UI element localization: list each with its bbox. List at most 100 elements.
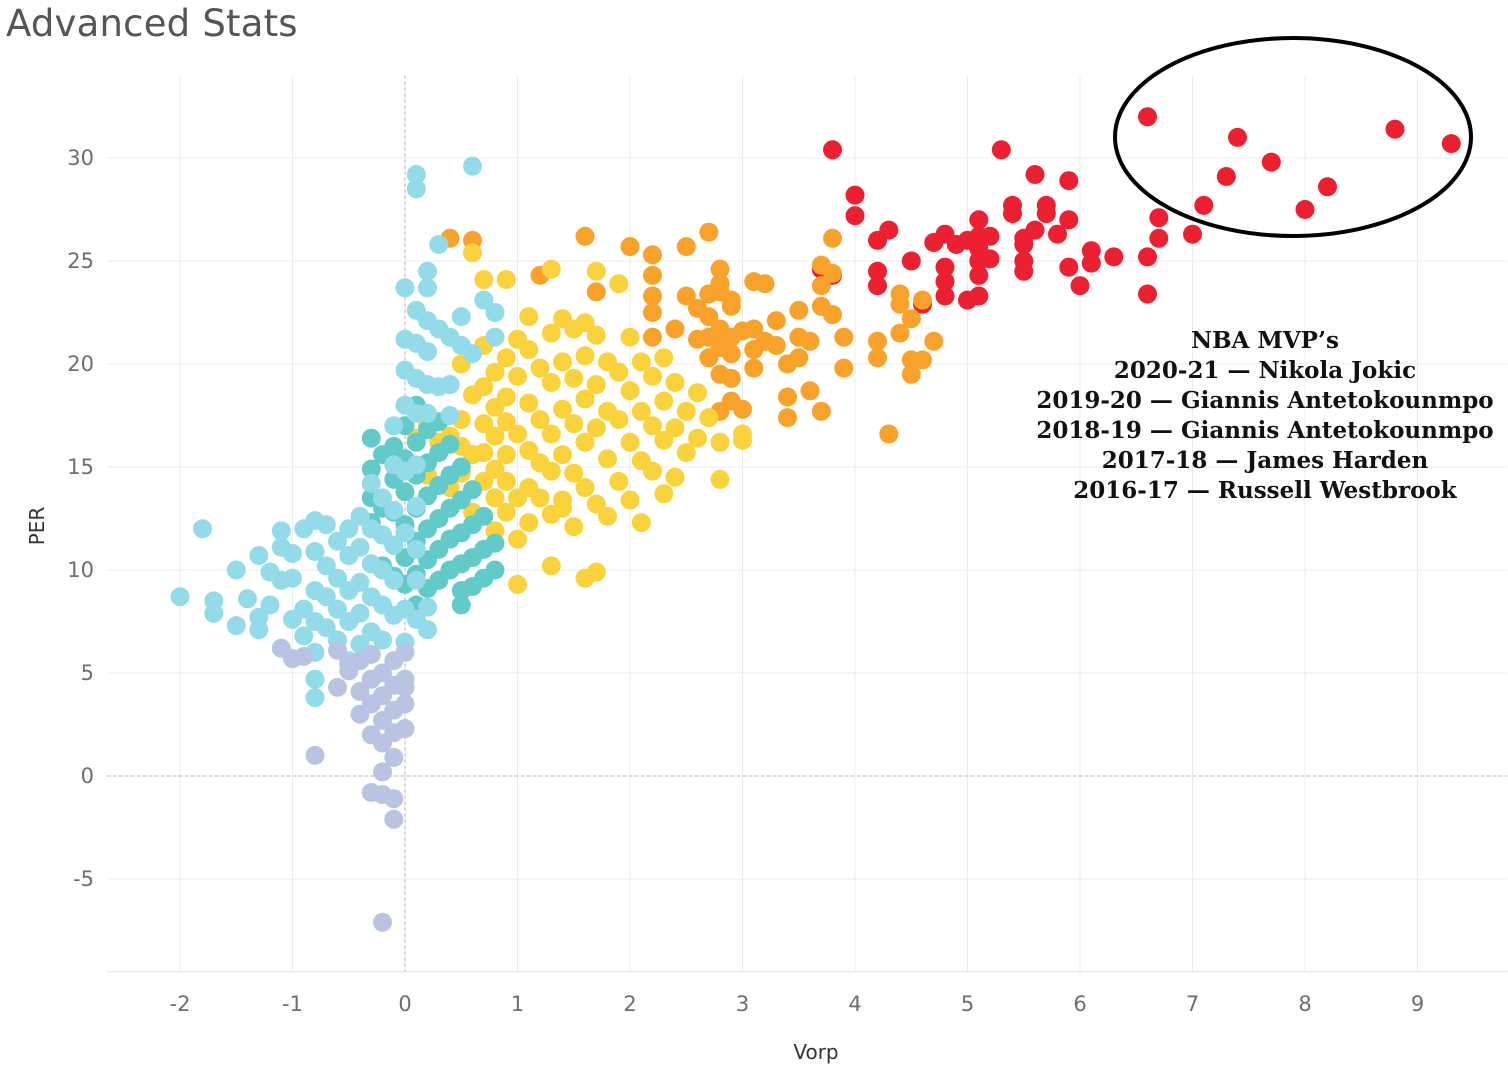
data-point xyxy=(418,278,437,298)
data-point xyxy=(406,165,426,184)
data-point xyxy=(676,286,696,306)
data-point xyxy=(676,401,696,421)
data-point xyxy=(294,626,314,646)
mvp-annotation-heading: NBA MVP’s xyxy=(1191,327,1339,354)
data-point xyxy=(1138,107,1157,127)
data-point xyxy=(316,618,336,638)
data-point xyxy=(350,603,370,623)
data-point xyxy=(631,352,651,372)
data-point xyxy=(868,261,887,281)
data-point xyxy=(755,274,775,294)
data-point xyxy=(395,523,415,543)
data-point xyxy=(834,327,854,347)
data-point xyxy=(328,568,347,588)
data-point xyxy=(541,373,561,392)
data-point xyxy=(1138,247,1157,267)
data-point xyxy=(1228,127,1247,147)
data-point xyxy=(485,362,505,382)
data-point xyxy=(305,745,325,765)
data-point xyxy=(328,599,347,619)
data-point xyxy=(395,642,415,662)
data-point xyxy=(1385,119,1405,139)
data-point xyxy=(350,537,370,557)
data-point xyxy=(913,350,932,370)
data-point xyxy=(643,366,662,386)
data-point xyxy=(305,688,325,708)
data-point xyxy=(676,443,696,463)
x-tick-label: 4 xyxy=(848,992,861,1016)
x-axis-label: Vorp xyxy=(793,1040,838,1064)
data-point xyxy=(575,478,595,498)
data-point xyxy=(361,645,381,664)
data-point xyxy=(395,677,415,697)
mvp-annotation-line: 2019-20 — Giannis Antetokounmpo xyxy=(1036,387,1494,414)
data-point xyxy=(361,459,381,479)
data-point xyxy=(733,399,752,419)
x-tick-label: 1 xyxy=(511,992,524,1016)
data-point xyxy=(609,471,629,491)
data-point xyxy=(1318,177,1337,197)
data-point xyxy=(1036,204,1056,224)
data-point xyxy=(980,249,1000,269)
data-point xyxy=(339,519,359,539)
data-point xyxy=(699,307,719,327)
data-point xyxy=(643,327,662,347)
data-point xyxy=(969,286,989,306)
data-point xyxy=(575,226,595,246)
data-point xyxy=(586,418,606,438)
data-point xyxy=(496,502,516,522)
y-tick-label: 25 xyxy=(67,249,94,273)
data-point xyxy=(541,461,561,481)
data-point xyxy=(283,544,302,563)
data-point xyxy=(1070,276,1090,296)
data-point xyxy=(406,179,426,199)
data-point xyxy=(890,323,910,343)
data-point xyxy=(654,430,674,450)
data-point xyxy=(530,358,550,378)
data-point xyxy=(778,408,797,428)
data-point xyxy=(418,403,437,423)
data-point xyxy=(530,488,550,508)
data-point xyxy=(1149,208,1169,228)
data-point xyxy=(688,428,707,448)
data-point xyxy=(508,424,527,444)
page-title: Advanced Stats xyxy=(6,2,298,45)
data-point xyxy=(665,319,685,339)
data-point xyxy=(418,261,437,281)
data-point xyxy=(665,373,685,392)
x-tick-label: 8 xyxy=(1298,992,1311,1016)
data-point xyxy=(361,474,381,493)
data-point xyxy=(823,305,842,325)
data-point xyxy=(564,414,584,434)
data-point xyxy=(418,597,437,617)
data-point xyxy=(766,336,786,355)
data-point xyxy=(508,529,527,549)
data-point xyxy=(463,156,482,176)
data-point xyxy=(868,276,887,296)
data-point xyxy=(575,346,595,366)
data-point xyxy=(204,603,224,623)
mvp-annotation: NBA MVP’s 2020-21 — Nikola Jokic 2019-20… xyxy=(1010,326,1508,506)
data-point xyxy=(249,546,269,566)
data-point xyxy=(710,432,730,452)
data-point xyxy=(485,488,505,508)
data-point xyxy=(901,309,921,329)
data-point xyxy=(688,383,707,403)
data-point xyxy=(496,412,516,432)
data-point xyxy=(305,542,325,561)
data-point xyxy=(384,436,404,456)
data-point xyxy=(901,251,921,271)
data-point xyxy=(643,303,662,322)
data-point xyxy=(485,327,505,347)
data-point xyxy=(474,506,494,526)
data-point xyxy=(226,616,246,636)
x-tick-label: 3 xyxy=(736,992,749,1016)
data-point xyxy=(766,311,786,331)
data-point xyxy=(519,340,539,360)
y-tick-label: 10 xyxy=(67,558,94,582)
data-point xyxy=(519,393,539,413)
data-point xyxy=(620,490,640,510)
data-point xyxy=(294,647,314,666)
data-point xyxy=(811,276,831,296)
